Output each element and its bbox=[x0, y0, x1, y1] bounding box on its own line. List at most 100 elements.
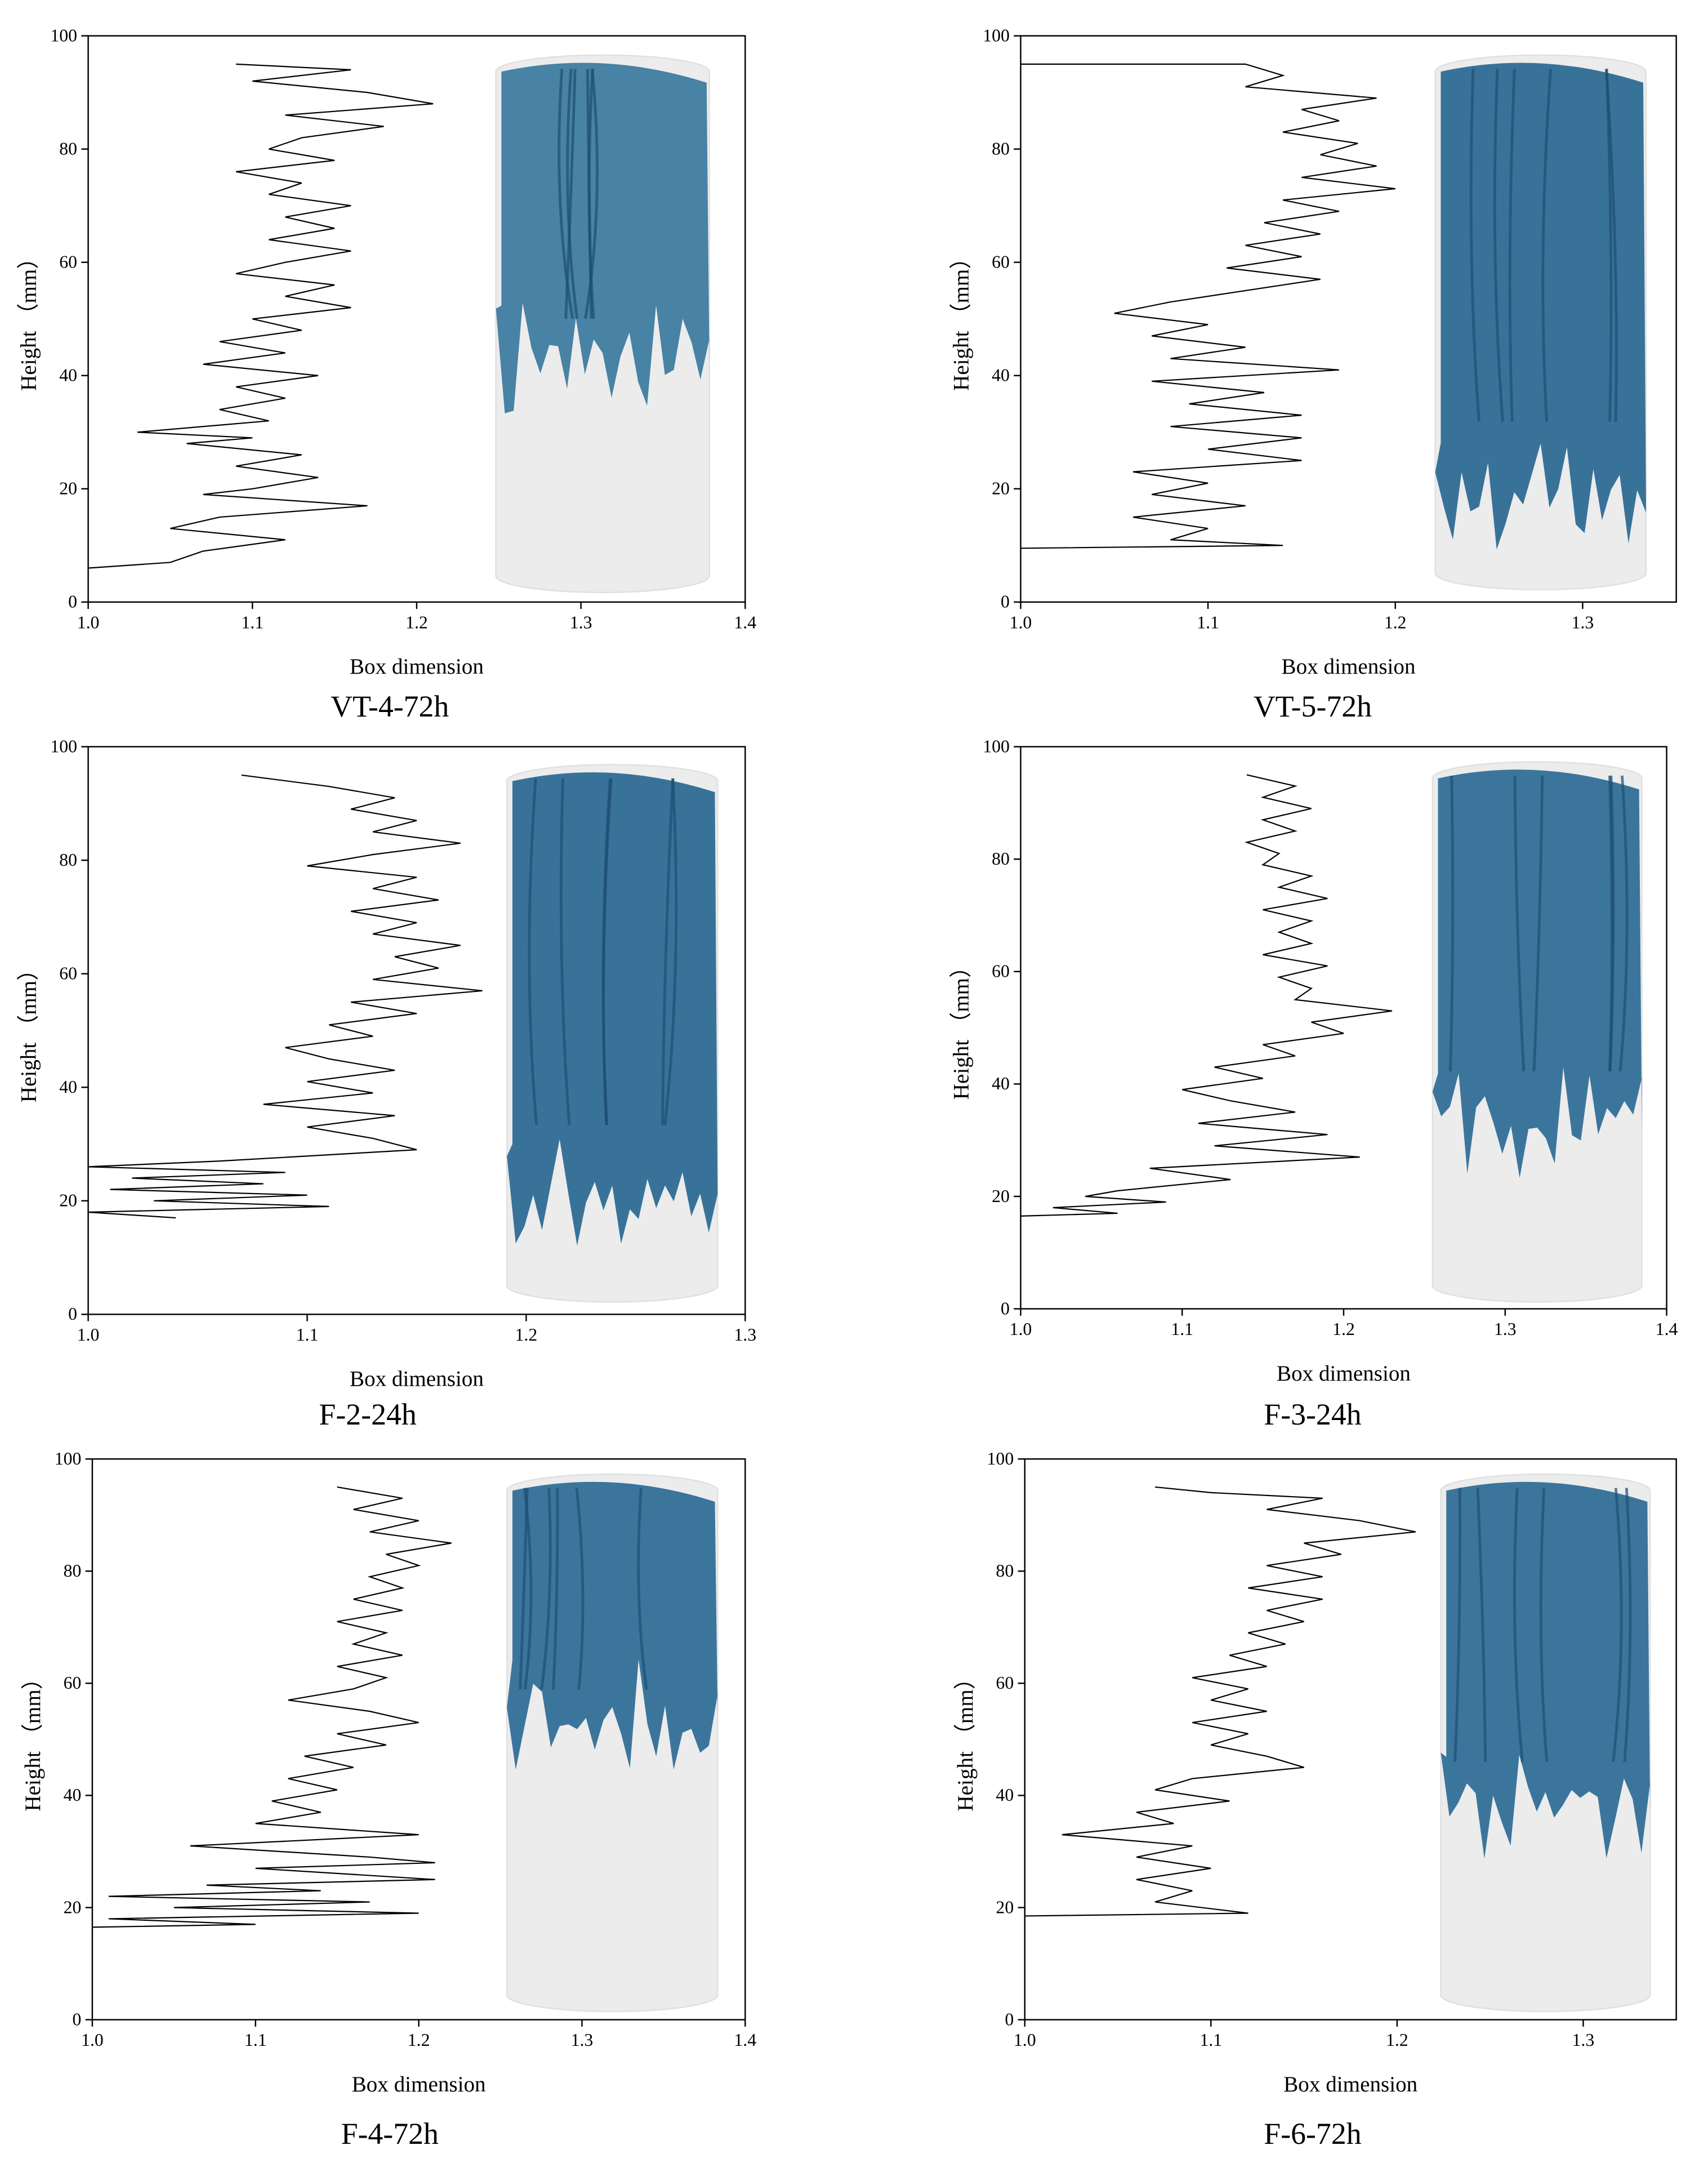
crack bbox=[528, 778, 538, 1125]
y-tick-label: 80 bbox=[64, 1561, 82, 1581]
y-tick-label: 0 bbox=[68, 1304, 77, 1324]
y-axis-label: Height （mm） bbox=[21, 1667, 45, 1811]
x-tick-label: 1.3 bbox=[570, 612, 592, 632]
y-tick-label: 80 bbox=[59, 139, 77, 158]
panel: 1.0 1.1 1.2 1.3 1.4 0 20 40 60 80 100 Box dimension… bbox=[17, 25, 757, 723]
data-line bbox=[1024, 1486, 1416, 1917]
y-tick-label: 20 bbox=[996, 1897, 1014, 1917]
y-tick-label: 60 bbox=[59, 964, 77, 983]
x-tick-label: 1.0 bbox=[81, 2030, 104, 2050]
caption: F-4-72h bbox=[341, 2117, 439, 2151]
x-tick-label: 1.1 bbox=[296, 1325, 319, 1345]
crack bbox=[575, 1488, 585, 1690]
crack bbox=[663, 778, 678, 1125]
y-tick-label: 40 bbox=[996, 1785, 1014, 1805]
panel: 1.0 1.1 1.2 1.3 0 20 40 60 80 100 Box dimension Hei… bbox=[17, 736, 756, 1431]
caption: F-6-72h bbox=[1264, 2117, 1361, 2151]
y-axis-label: Height （mm） bbox=[949, 956, 974, 1100]
crack bbox=[566, 69, 579, 319]
crack bbox=[1623, 1488, 1632, 1763]
x-axis-label: Box dimension bbox=[1283, 2072, 1417, 2097]
crack bbox=[564, 69, 577, 319]
x-tick-label: 1.3 bbox=[1572, 2030, 1595, 2050]
fracture-region bbox=[496, 63, 710, 413]
data-line bbox=[1020, 774, 1393, 1217]
data-line bbox=[88, 774, 483, 1219]
y-axis-label: Height （mm） bbox=[17, 959, 41, 1102]
crack bbox=[1476, 1488, 1487, 1763]
x-tick-label: 1.3 bbox=[571, 2030, 594, 2050]
caption: VT-4-72h bbox=[331, 689, 449, 723]
caption: F-2-24h bbox=[319, 1398, 416, 1431]
y-tick-label: 80 bbox=[59, 850, 77, 870]
crack bbox=[1539, 1488, 1549, 1763]
crack bbox=[1453, 1488, 1461, 1763]
y-tick-label: 100 bbox=[987, 1449, 1014, 1468]
y-tick-label: 60 bbox=[59, 252, 77, 272]
y-tick-label: 20 bbox=[64, 1897, 82, 1917]
y-tick-label: 60 bbox=[992, 252, 1010, 272]
crack bbox=[637, 1488, 648, 1690]
y-tick-label: 20 bbox=[59, 1191, 77, 1210]
x-tick-label: 1.0 bbox=[77, 1325, 100, 1345]
y-tick-label: 0 bbox=[1001, 1298, 1010, 1318]
x-axis-label: Box dimension bbox=[352, 2072, 486, 2097]
panel: 1.0 1.1 1.2 1.3 0 20 40 60 80 100 Box dimension Hei… bbox=[953, 1449, 1677, 2151]
caption: F-3-24h bbox=[1264, 1398, 1361, 1431]
fracture-region bbox=[1435, 63, 1646, 550]
y-tick-label: 60 bbox=[992, 962, 1010, 981]
panel: 1.0 1.1 1.2 1.3 0 20 40 60 80 100 Box dimension Hei… bbox=[949, 25, 1677, 723]
crack bbox=[1469, 69, 1480, 422]
y-tick-label: 100 bbox=[50, 736, 77, 756]
y-axis-label: Height （mm） bbox=[17, 247, 41, 391]
crack bbox=[1605, 69, 1613, 422]
x-tick-label: 1.3 bbox=[734, 1325, 756, 1345]
y-tick-label: 20 bbox=[59, 479, 77, 499]
crack bbox=[661, 778, 675, 1125]
x-tick-label: 1.2 bbox=[408, 2030, 430, 2050]
y-tick-label: 100 bbox=[55, 1449, 82, 1468]
crack bbox=[1541, 69, 1552, 422]
x-tick-label: 1.0 bbox=[77, 612, 100, 632]
crack bbox=[601, 778, 612, 1125]
y-tick-label: 0 bbox=[72, 2009, 81, 2029]
x-tick-label: 1.3 bbox=[1571, 612, 1594, 632]
panel: 1.0 1.1 1.2 1.3 1.4 0 20 40 60 80 100 Box dimension… bbox=[949, 736, 1678, 1431]
x-tick-label: 1.0 bbox=[1010, 1319, 1032, 1339]
y-tick-label: 40 bbox=[992, 366, 1010, 385]
x-tick-label: 1.1 bbox=[1197, 612, 1219, 632]
crack bbox=[1513, 1488, 1524, 1763]
y-tick-label: 0 bbox=[1005, 2009, 1014, 2029]
x-tick-label: 1.2 bbox=[1332, 1319, 1355, 1339]
crack bbox=[1608, 775, 1615, 1072]
crack bbox=[559, 778, 571, 1125]
crack bbox=[1532, 775, 1544, 1072]
y-tick-label: 80 bbox=[992, 139, 1010, 158]
data-line bbox=[88, 63, 434, 569]
y-tick-label: 0 bbox=[1001, 592, 1010, 612]
panel: 1.0 1.1 1.2 1.3 1.4 0 20 40 60 80 100 Box dimension… bbox=[21, 1449, 756, 2151]
y-tick-label: 40 bbox=[59, 1077, 77, 1097]
x-axis-label: Box dimension bbox=[1277, 1361, 1411, 1386]
x-tick-label: 1.2 bbox=[1386, 2030, 1408, 2050]
crack bbox=[1612, 1488, 1623, 1763]
y-tick-label: 40 bbox=[64, 1785, 82, 1805]
y-tick-label: 80 bbox=[992, 849, 1010, 869]
x-axis-label: Box dimension bbox=[1282, 655, 1416, 679]
plot-frame bbox=[87, 746, 746, 1315]
x-tick-label: 1.0 bbox=[1010, 612, 1032, 632]
y-tick-label: 100 bbox=[983, 25, 1010, 45]
y-tick-label: 20 bbox=[992, 1186, 1010, 1206]
y-tick-label: 60 bbox=[996, 1673, 1014, 1693]
x-tick-label: 1.4 bbox=[734, 612, 756, 632]
plot-frame bbox=[1020, 35, 1677, 603]
y-tick-label: 60 bbox=[64, 1673, 82, 1693]
data-line bbox=[1020, 63, 1395, 549]
y-tick-label: 20 bbox=[992, 479, 1010, 499]
fracture-region bbox=[507, 1481, 718, 1770]
crack bbox=[1618, 775, 1629, 1072]
data-line bbox=[92, 1486, 452, 1928]
caption: VT-5-72h bbox=[1254, 689, 1372, 723]
crack bbox=[540, 1488, 552, 1690]
